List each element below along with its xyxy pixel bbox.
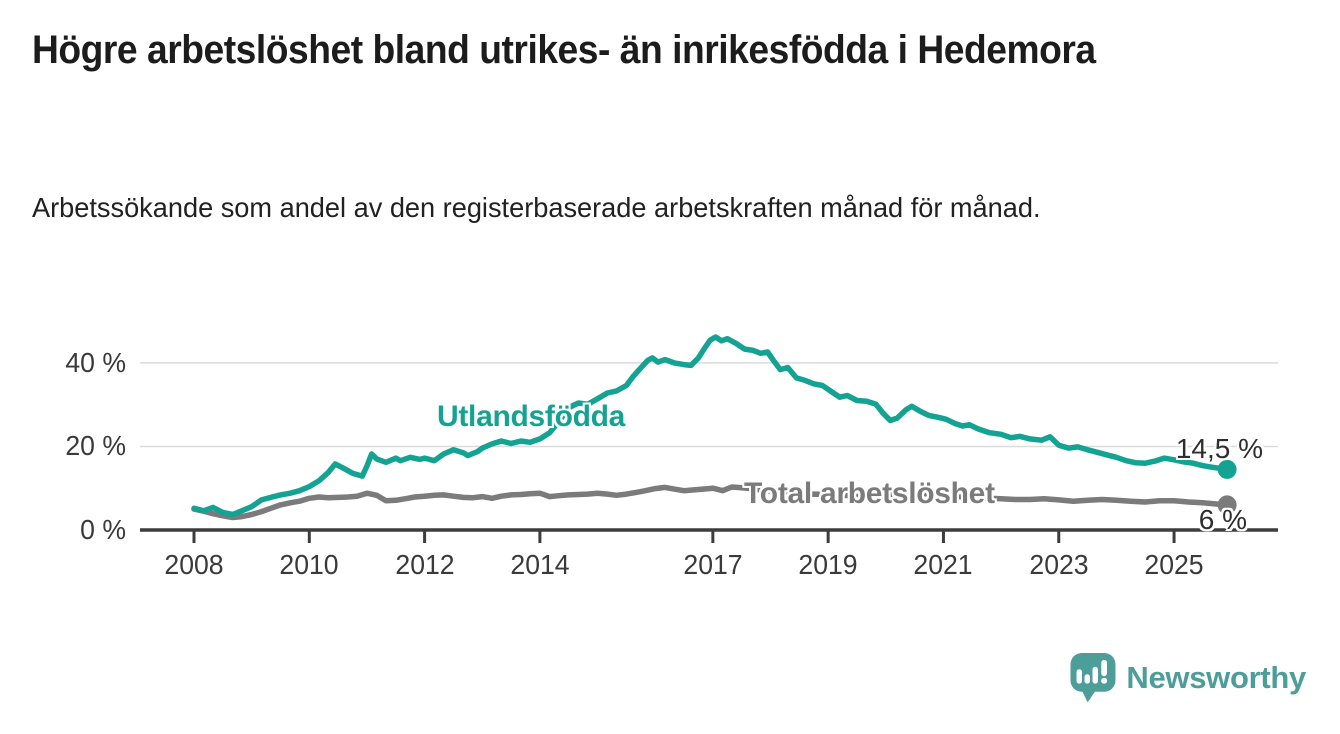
newsworthy-brand-name: Newsworthy	[1126, 660, 1306, 695]
x-axis-label-2023: 2023	[1029, 549, 1089, 580]
series-label-total-arbetsloshet: Total arbetslöshet	[744, 477, 995, 510]
x-axis-label-2008: 2008	[164, 549, 224, 580]
x-axis-label-2021: 2021	[913, 549, 974, 580]
x-axis-label-2025: 2025	[1144, 549, 1204, 580]
end-value-label-total: 6 %	[1198, 504, 1247, 535]
x-axis-label-2010: 2010	[279, 549, 339, 580]
x-axis-label-2014: 2014	[510, 549, 570, 580]
y-axis-label-20: 20 %	[65, 430, 126, 462]
end-value-label-utlandsfodda: 14,5 %	[1175, 433, 1263, 464]
x-axis-label-2017: 2017	[683, 549, 743, 580]
line-series-1	[191, 334, 1230, 518]
newsworthy-logo-icon	[1070, 653, 1116, 703]
line-series-0	[191, 484, 1230, 521]
chart-subtitle: Arbetssökande som andel av den registerb…	[32, 192, 1041, 223]
chart-title: Högre arbetslöshet bland utrikes- än inr…	[32, 28, 1096, 72]
y-axis-label-0: 0 %	[80, 514, 126, 545]
endpoint-dot-series-0	[1217, 495, 1237, 515]
x-axis-label-2019: 2019	[798, 549, 858, 580]
endpoint-dot-series-1	[1217, 459, 1237, 479]
y-axis-label-40: 40 %	[65, 346, 126, 378]
series-label-utlandsfodda: Utlandsfödda	[437, 400, 626, 433]
x-axis-label-2012: 2012	[394, 549, 455, 580]
newsworthy-brand: Newsworthy	[1070, 653, 1306, 703]
